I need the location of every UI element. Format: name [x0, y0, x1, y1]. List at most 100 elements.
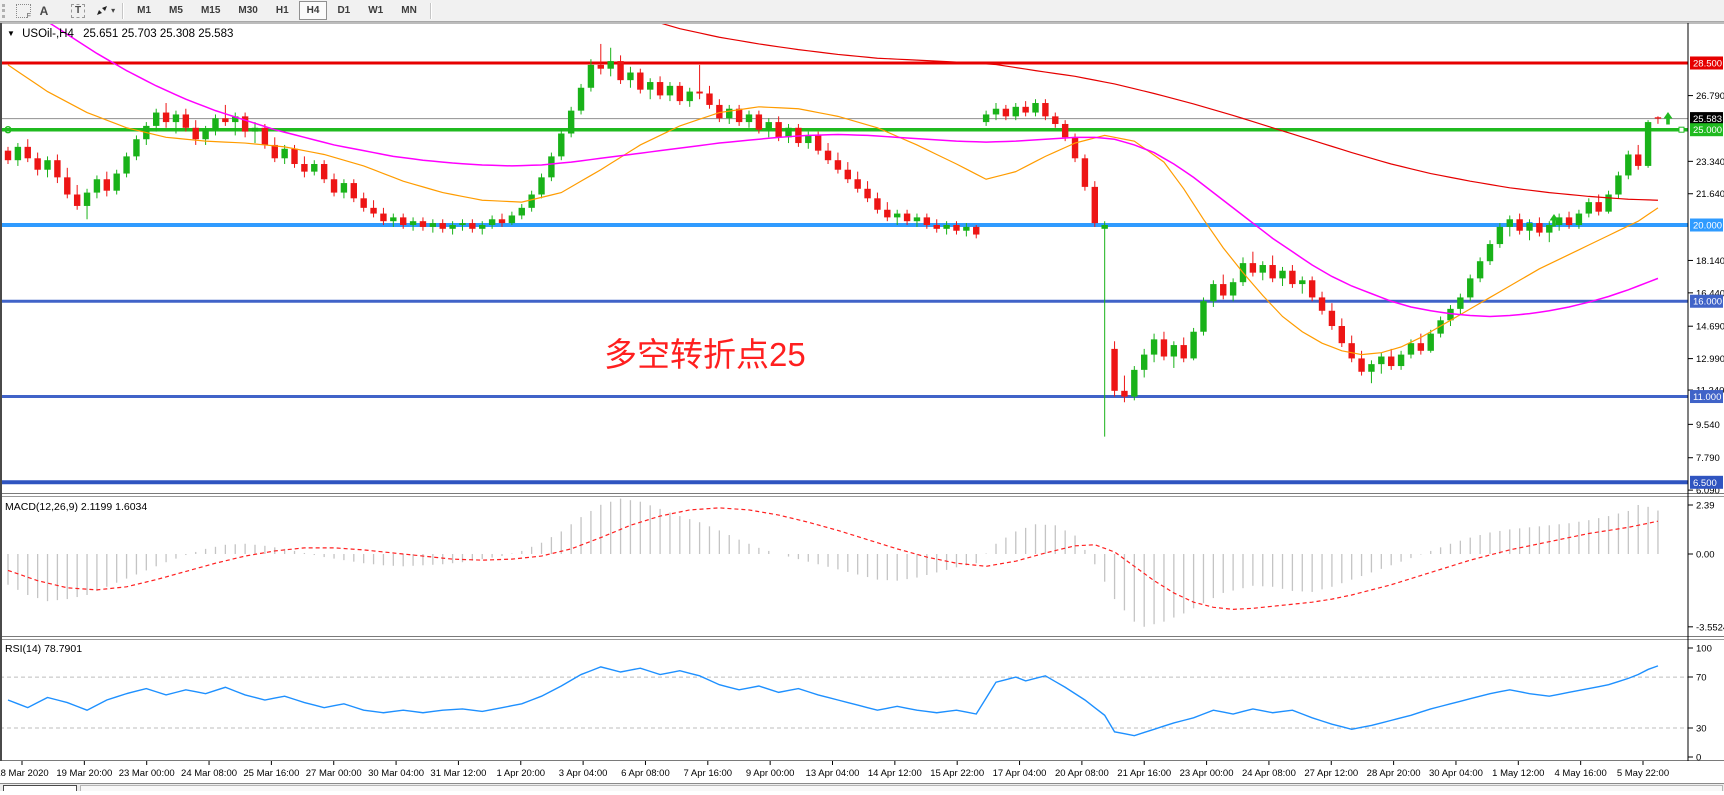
price-badge-28.500	[1690, 56, 1723, 70]
buy-arrow-icon	[1663, 112, 1673, 125]
chart-window[interactable]: 26.790 23.340 21.640 18.140 16.440 14.690 12.9…	[0, 22, 1724, 791]
price-badge-label: 28.500	[1693, 58, 1722, 69]
time-tick-label: 9 Apr 00:00	[746, 768, 795, 779]
rsi-tick-label: 30	[1696, 724, 1707, 735]
timeframe-button-M1[interactable]: M1	[129, 1, 159, 20]
ma-slow-line	[661, 24, 1658, 201]
time-tick-label: 15 Apr 22:00	[930, 768, 984, 779]
time-tick-label: 14 Apr 12:00	[868, 768, 922, 779]
toolbar-separator	[122, 2, 125, 19]
time-tick-label: 25 Mar 16:00	[243, 768, 299, 779]
toolbar-separator	[429, 2, 432, 19]
macd-histogram	[7, 498, 1659, 627]
time-tick-label: 31 Mar 12:00	[430, 768, 486, 779]
timeframe-button-H1[interactable]: H1	[268, 1, 297, 20]
price-tick-label: 7.790	[1696, 453, 1720, 464]
time-tick-label: 5 May 22:00	[1617, 768, 1669, 779]
time-tick-label: 1 May 12:00	[1492, 768, 1544, 779]
macd-tick-label: 0.00	[1696, 550, 1715, 561]
time-tick-label: 23 Mar 00:00	[119, 768, 175, 779]
rsi-tick-label: 70	[1696, 673, 1707, 684]
timeframe-button-D1[interactable]: D1	[329, 1, 358, 20]
template-grid-button[interactable]: F	[13, 2, 34, 20]
time-tick-label: 19 Mar 20:00	[56, 768, 112, 779]
price-tick-label: 6.090	[1696, 486, 1720, 497]
symbol-period-label: USOil-,H4	[22, 28, 74, 40]
price-badge-label: 16.000	[1693, 297, 1722, 308]
chart-tab[interactable]	[3, 785, 77, 791]
time-tick-label: 7 Apr 16:00	[684, 768, 733, 779]
price-badge-6.500	[1690, 475, 1723, 489]
timeframe-button-M30[interactable]: M30	[230, 1, 265, 20]
time-tick-label: 28 Apr 20:00	[1367, 768, 1421, 779]
price-tick-label: 26.790	[1696, 91, 1724, 102]
time-tick-label: 6 Apr 08:00	[621, 768, 670, 779]
price-badge-20.000	[1690, 218, 1723, 232]
time-tick-label: 30 Apr 04:00	[1429, 768, 1483, 779]
time-tick-label: 24 Apr 08:00	[1242, 768, 1296, 779]
rsi-indicator-label: RSI(14) 78.7901	[5, 643, 83, 655]
time-tick-label: 3 Apr 04:00	[559, 768, 608, 779]
timeframe-button-M5[interactable]: M5	[161, 1, 191, 20]
timeframe-button-H4[interactable]: H4	[298, 1, 328, 20]
text-tool-icon: T	[71, 3, 86, 18]
rsi-line	[7, 665, 1659, 737]
hline-right-marker[interactable]	[1678, 126, 1685, 133]
time-tick-label: 24 Mar 08:00	[181, 768, 237, 779]
left-border	[0, 23, 2, 761]
time-tick-label: 18 Mar 2020	[0, 768, 49, 779]
time-tick-label: 27 Mar 00:00	[306, 768, 362, 779]
price-badge-16.000	[1690, 294, 1723, 308]
price-badge-label: 25.583	[1693, 114, 1722, 125]
text-annotation[interactable]: 多空转折点25	[604, 336, 806, 373]
price-badge-11.000	[1690, 390, 1723, 404]
axes-layer: 26.790 23.340 21.640 18.140 16.440 14.690 12.9…	[0, 22, 1724, 779]
grid-icon: F	[16, 3, 31, 20]
price-badge-25.000	[1690, 123, 1723, 137]
candlesticks-layer	[4, 43, 1662, 437]
price-badge-label: 11.000	[1693, 392, 1721, 403]
hline-left-marker[interactable]	[4, 125, 12, 134]
time-tick-label: 23 Apr 00:00	[1180, 768, 1234, 779]
price-tick-label: 9.540	[1696, 420, 1720, 431]
toolbar: F A T ▾ M1 M5 M15 M30 H1 H4 D1 W1 MN	[0, 0, 1724, 22]
macd-indicator-label: MACD(12,26,9) 2.1199 1.6034	[5, 501, 148, 513]
text-label-button[interactable]: T	[68, 2, 88, 20]
cursor-tool-button[interactable]: A	[34, 2, 54, 20]
ma-medium-line	[49, 24, 1659, 318]
price-tick-label: 23.340	[1696, 157, 1724, 168]
time-tick-label: 17 Apr 04:00	[993, 768, 1047, 779]
chevron-down-icon: ▼	[7, 29, 15, 38]
ohlc-values-label: 25.651 25.703 25.308 25.583	[83, 28, 234, 40]
time-tick-label: 4 May 16:00	[1555, 768, 1607, 779]
timeframe-toolbar: M1 M5 M15 M30 H1 H4 D1 W1 MN	[128, 0, 426, 22]
toolbar-grip[interactable]	[2, 3, 10, 18]
price-tick-label: 12.990	[1696, 354, 1724, 365]
price-tick-label: 16.440	[1696, 288, 1724, 299]
price-badge-label: 25.000	[1693, 125, 1722, 136]
timeframe-button-M15[interactable]: M15	[193, 1, 228, 20]
chevron-down-icon: ▾	[111, 6, 116, 15]
time-tick-label: 21 Apr 16:00	[1117, 768, 1171, 779]
price-chart-canvas[interactable]: 26.790 23.340 21.640 18.140 16.440 14.690 12.9…	[0, 22, 1724, 790]
ma-fast-line	[7, 64, 1659, 356]
price-tick-label: 14.690	[1696, 322, 1724, 333]
horizontal-scrollbar[interactable]	[80, 785, 1723, 791]
macd-tick-label: 2.39	[1696, 501, 1715, 512]
price-badge-25.583	[1690, 112, 1723, 126]
arrows-tool-button[interactable]: ▾	[92, 2, 118, 20]
time-tick-label: 20 Apr 08:00	[1055, 768, 1109, 779]
time-tick-label: 30 Mar 04:00	[368, 768, 424, 779]
price-badge-label: 6.500	[1693, 478, 1717, 489]
main-pane	[0, 24, 1688, 485]
buy-arrow-icon	[1549, 214, 1559, 227]
rsi-tick-label: 0	[1696, 753, 1701, 764]
rsi-pane	[0, 665, 1688, 737]
macd-pane	[7, 498, 1659, 627]
timeframe-button-W1[interactable]: W1	[360, 1, 391, 20]
timeframe-button-MN[interactable]: MN	[393, 1, 425, 20]
macd-tick-label: -3.5524	[1696, 622, 1724, 633]
time-tick-label: 27 Apr 12:00	[1304, 768, 1358, 779]
time-tick-label: 1 Apr 20:00	[496, 768, 545, 779]
price-tick-label: 21.640	[1696, 189, 1724, 200]
